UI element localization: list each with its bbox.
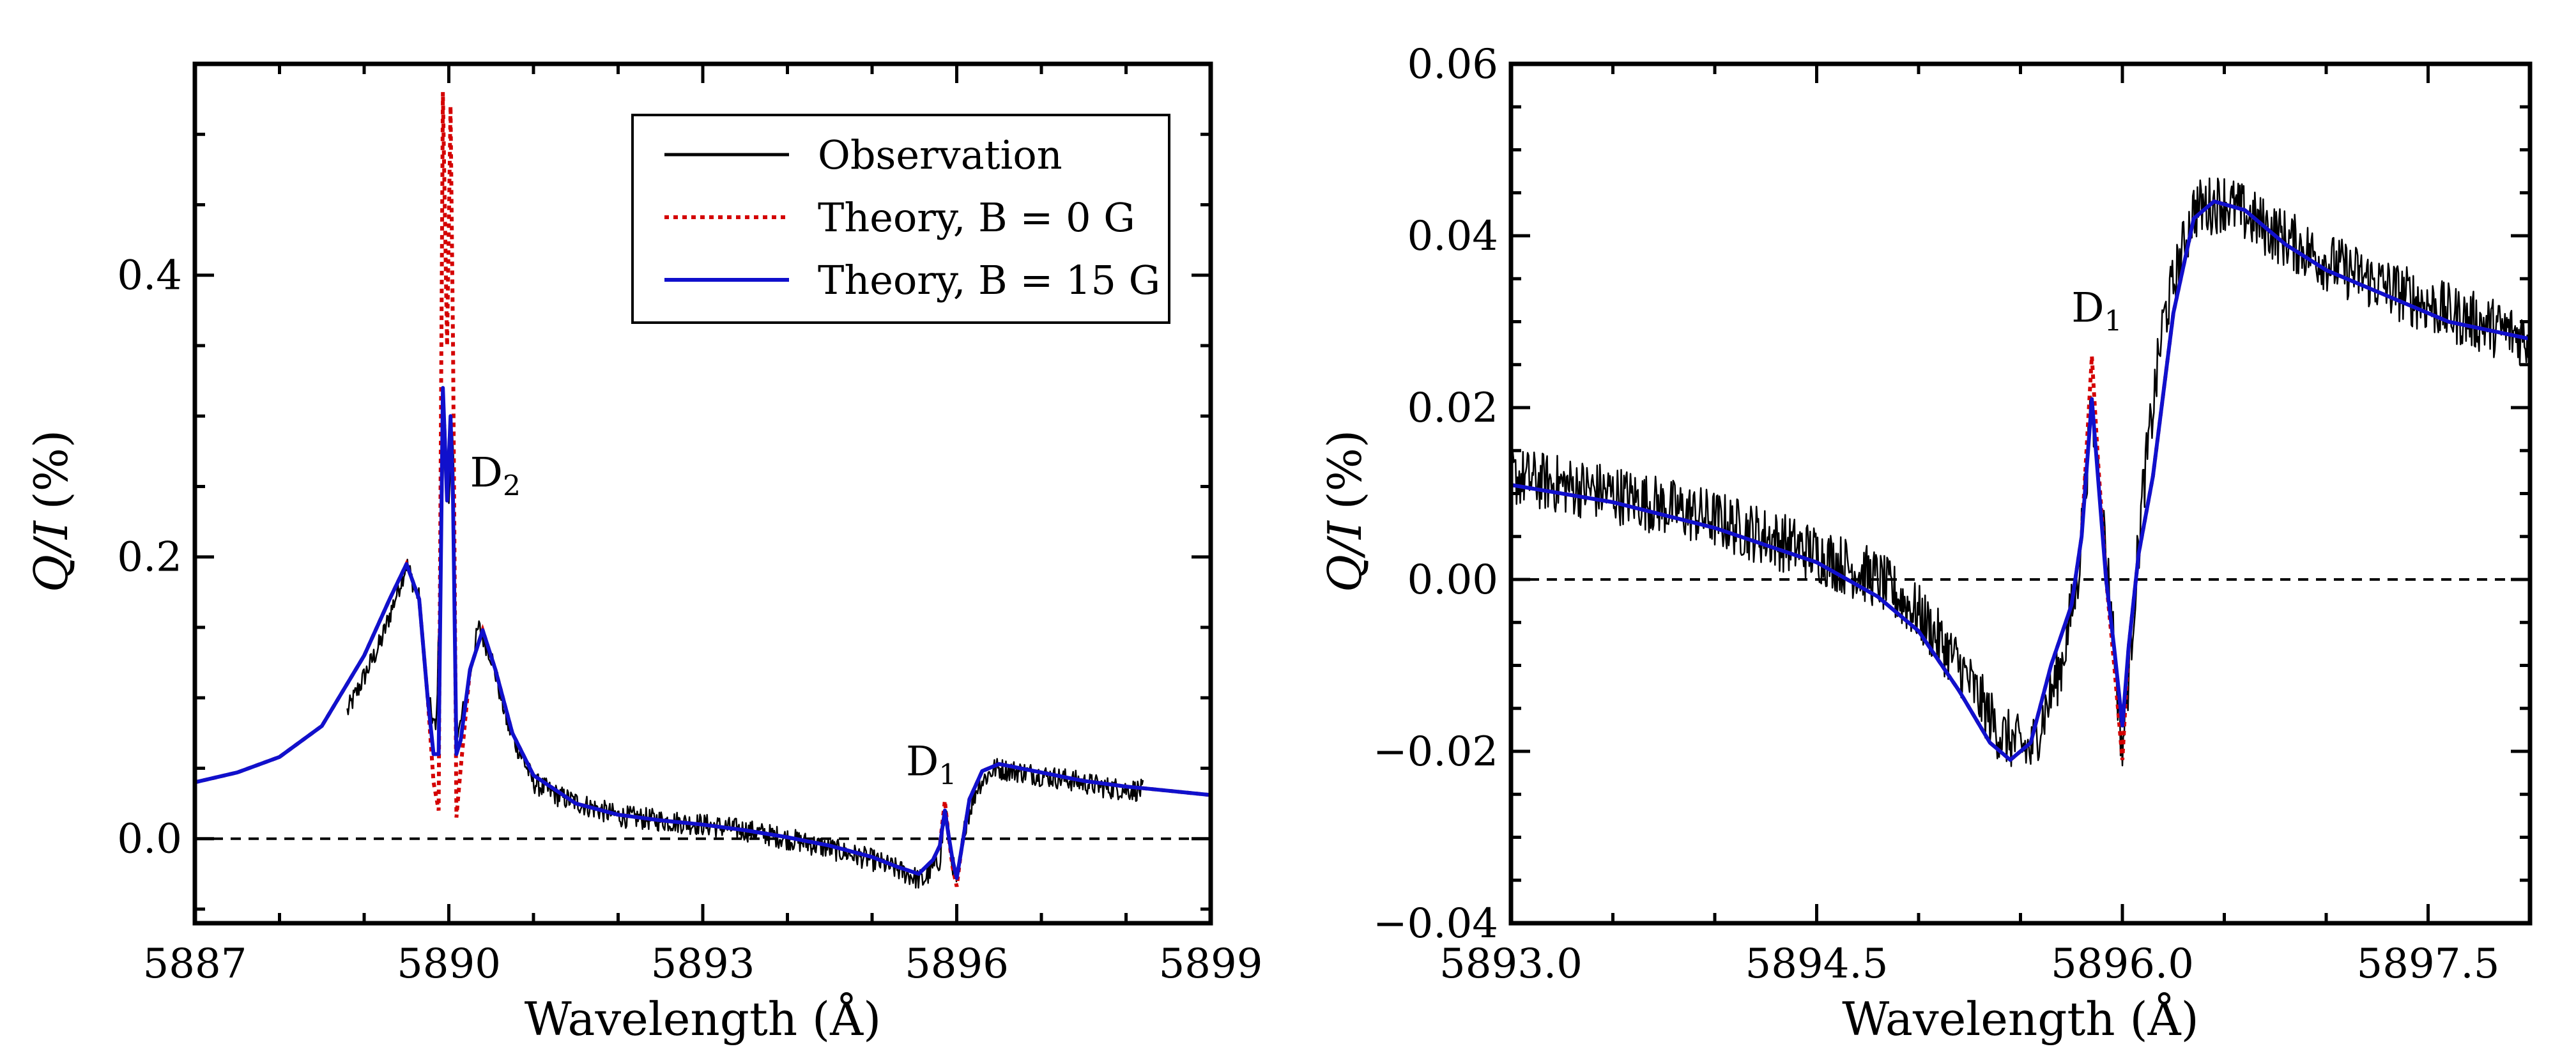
annotation-subscript: 1 <box>2104 305 2122 338</box>
right-chart-panel: 5893.0 5894.5 5896.0 5897.5 −0.04 −0.02 0.00 0.… <box>1318 41 2533 1046</box>
y-tick-label: 0.04 <box>1407 213 1499 260</box>
legend-entry-label: Theory, B = 15 G <box>818 257 1160 303</box>
x-axis-label: Wavelength (Å) <box>1842 992 2198 1046</box>
series-line-blue <box>195 386 1211 880</box>
x-tick-label: 5896 <box>905 940 1009 988</box>
y-tick-label: 0.4 <box>117 252 182 300</box>
annotation-text: D <box>470 449 503 496</box>
y-tick-label: 0.02 <box>1407 385 1499 432</box>
series-line-blue <box>1511 199 2530 762</box>
line-annotation: D1 <box>2071 285 2122 338</box>
x-tick-label: 5887 <box>143 940 247 988</box>
x-tick-label: 5899 <box>1159 940 1263 988</box>
y-tick-label: −0.04 <box>1373 900 1498 947</box>
annotation-text: D <box>906 738 939 785</box>
annotation-subscript: 2 <box>503 470 521 502</box>
x-tick-label: 5894.5 <box>1745 940 1889 988</box>
y-tick-label: 0.06 <box>1407 41 1499 88</box>
y-axis-label-unit: (%) <box>24 430 78 510</box>
x-tick-label: 5890 <box>397 940 501 988</box>
x-tick-label: 5896.0 <box>2051 940 2194 988</box>
y-tick-label: −0.02 <box>1373 728 1498 776</box>
series-line-red <box>1511 199 2530 763</box>
y-tick-label: 0.00 <box>1407 556 1499 604</box>
legend-entry-label: Observation <box>818 132 1062 178</box>
series-line-obs <box>1511 177 2530 767</box>
x-tick-label: 5893 <box>651 940 755 988</box>
legend-entry-label: Theory, B = 0 G <box>818 194 1135 241</box>
left-chart-panel: 5887 5890 5893 5896 5899 0.0 0.2 0.4 Wavelength … <box>24 61 1263 1046</box>
y-axis-label: Q/I (%) <box>24 430 78 592</box>
line-annotation: D2 <box>470 449 521 502</box>
x-tick-label: 5897.5 <box>2357 940 2500 988</box>
y-axis-label: Q/I (%) <box>1318 430 1372 592</box>
y-axis-label-main: Q/I <box>24 520 78 592</box>
x-axis-label: Wavelength (Å) <box>525 992 881 1046</box>
y-tick-label: 0.0 <box>117 816 182 863</box>
annotation-subscript: 1 <box>939 758 956 791</box>
series-line-obs <box>346 424 1144 889</box>
line-annotation: D1 <box>906 738 956 791</box>
y-axis-label-main: Q/I <box>1318 520 1372 592</box>
x-tick-label: 5893.0 <box>1439 940 1583 988</box>
y-axis-label-unit: (%) <box>1318 430 1372 510</box>
y-tick-label: 0.2 <box>117 534 182 581</box>
annotation-text: D <box>2071 285 2104 332</box>
